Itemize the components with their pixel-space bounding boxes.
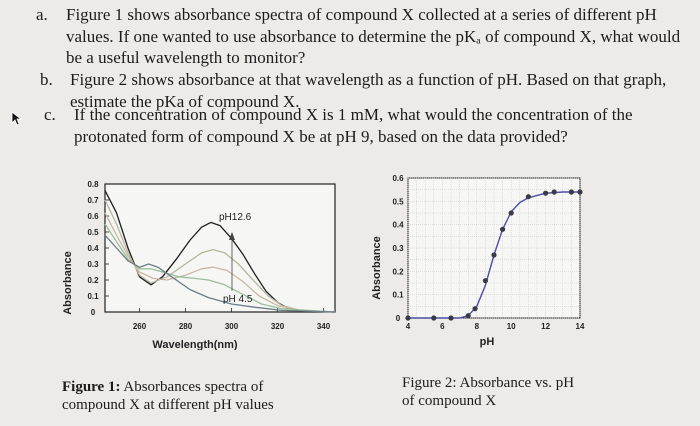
figure-1-x-tick-label: 260 — [133, 322, 147, 331]
figure-2-x-tick-label: 6 — [440, 322, 445, 331]
figure-2-chart: Absorbance 0.6 0.5 0.4 0.3 0.2 0.1 0 4 6 8 10 12 14… — [371, 174, 585, 348]
figure-2-x-tick-label: 10 — [507, 322, 516, 331]
figure-1-y-tick-label: 0.5 — [87, 228, 99, 237]
figure-2-data-point — [472, 306, 478, 312]
figure-1-series-line-3 — [104, 212, 336, 313]
question-b: b. Figure 2 shows absorbance at that wav… — [40, 69, 696, 113]
figure-2-data-point — [482, 278, 488, 284]
figure-1-y-tick-label: 0 — [91, 308, 96, 317]
figure-1-y-tick-label: 0.3 — [87, 260, 99, 269]
figure-2-x-axis-label: pH — [480, 336, 495, 348]
question-a-label: a. — [36, 5, 48, 24]
figure-2-caption-line-2: of compound X — [402, 393, 497, 409]
figure-1-annotation-ph-high: pH12.6 — [219, 212, 252, 223]
figure-2-data-point — [465, 313, 471, 319]
figure-2-y-tick-label: 0.5 — [392, 197, 404, 206]
figure-2-data-point — [405, 315, 411, 321]
mouse-cursor-icon — [11, 111, 23, 126]
figure-1-y-tick-label: 0.7 — [87, 196, 99, 205]
figure-2-y-tick-label: 0.6 — [392, 174, 404, 183]
figure-2-x-tick-label: 12 — [541, 322, 550, 331]
figure-2-data-point — [491, 252, 497, 258]
figure-1-x-axis-label: Wavelength(nm) — [152, 339, 237, 350]
figure-1-series-line-5 — [104, 234, 336, 313]
figure-1-y-axis-label: Absorbance — [62, 251, 74, 315]
figure-1-annotation-arrowhead — [229, 232, 235, 240]
question-a: a. Figure 1 shows absorbance spectra of … — [36, 4, 696, 70]
figure-2-x-tick-label: 14 — [576, 322, 585, 331]
figure-1-y-tick-label: 0.1 — [87, 292, 99, 301]
figure-1-y-tick-label: 0.4 — [87, 244, 99, 253]
figure-1-plot-frame — [104, 183, 336, 313]
figure-1-caption: Figure 1: Absorbances spectra of compoun… — [62, 378, 342, 414]
figure-2-y-tick-label: 0.1 — [392, 291, 404, 300]
question-c-label: c. — [44, 105, 56, 124]
question-a-line-1: Figure 1 shows absorbance spectra of com… — [66, 5, 657, 24]
question-b-line-2: estimate the pKa of compound X. — [70, 91, 300, 111]
question-a-line-2: values. If one wanted to use absorbance … — [66, 26, 681, 46]
figure-2-data-point — [551, 189, 557, 195]
figure-1-y-tick-label: 0.8 — [87, 180, 99, 189]
figure-2-data-point — [500, 226, 506, 232]
figure-1-series-line-4 — [104, 223, 336, 313]
figure-1-x-tick-label: 300 — [225, 322, 239, 331]
question-b-line-1: Figure 2 shows absorbance at that wavele… — [70, 70, 667, 89]
figure-2-y-axis-label: Absorbance — [371, 236, 383, 300]
figure-2-y-tick-label: 0.4 — [392, 221, 404, 230]
figure-2-y-tick-label: 0 — [396, 314, 401, 323]
figure-1-y-tick-label: 0.2 — [87, 276, 99, 285]
figure-2-x-tick-label: 4 — [406, 322, 411, 331]
figure-2-y-tick-label: 0.3 — [392, 244, 404, 253]
figure-1-caption-rest: Absorbances spectra of — [120, 379, 264, 395]
figure-2-data-point — [448, 315, 454, 321]
figure-1-caption-bold: Figure 1: — [62, 379, 121, 395]
question-c-line-1: If the concentration of compound X is 1 … — [74, 105, 633, 124]
figure-2-data-point — [525, 194, 531, 200]
figure-1-caption-line-2: compound X at different pH values — [62, 397, 274, 413]
figure-2-data-point — [543, 190, 549, 196]
figure-2-caption-line-1: Figure 2: Absorbance vs. pH — [402, 375, 575, 391]
figure-1-y-tick-label: 0.6 — [87, 212, 99, 221]
figure-2-data-point — [508, 210, 514, 216]
figure-2-y-tick-label: 0.2 — [392, 267, 404, 276]
figure-1-chart: Absorbance 0.8 0.7 0.6 0.5 0.4 0.3 0.2 0.1 0 260… — [62, 180, 336, 350]
figure-2-x-tick-label: 8 — [475, 322, 480, 331]
question-b-label: b. — [40, 70, 53, 89]
figure-2-data-point — [431, 315, 437, 321]
figure-2-data-point — [577, 189, 583, 195]
question-a-line-3: be a useful wavelength to monitor? — [66, 48, 306, 67]
figure-1-x-tick-label: 280 — [179, 322, 193, 331]
question-c-line-2: protonated form of compound X be at pH 9… — [74, 126, 568, 146]
figure-2-caption: Figure 2: Absorbance vs. pH of compound … — [402, 374, 662, 410]
figure-1-x-tick-label: 340 — [317, 322, 331, 331]
figure-2-data-point — [568, 189, 574, 195]
figure-1-annotation-ph-low: pH 4.5 — [223, 294, 253, 305]
question-c: c. If the concentration of compound X is… — [44, 104, 696, 148]
figure-1-x-tick-label: 320 — [271, 322, 285, 331]
